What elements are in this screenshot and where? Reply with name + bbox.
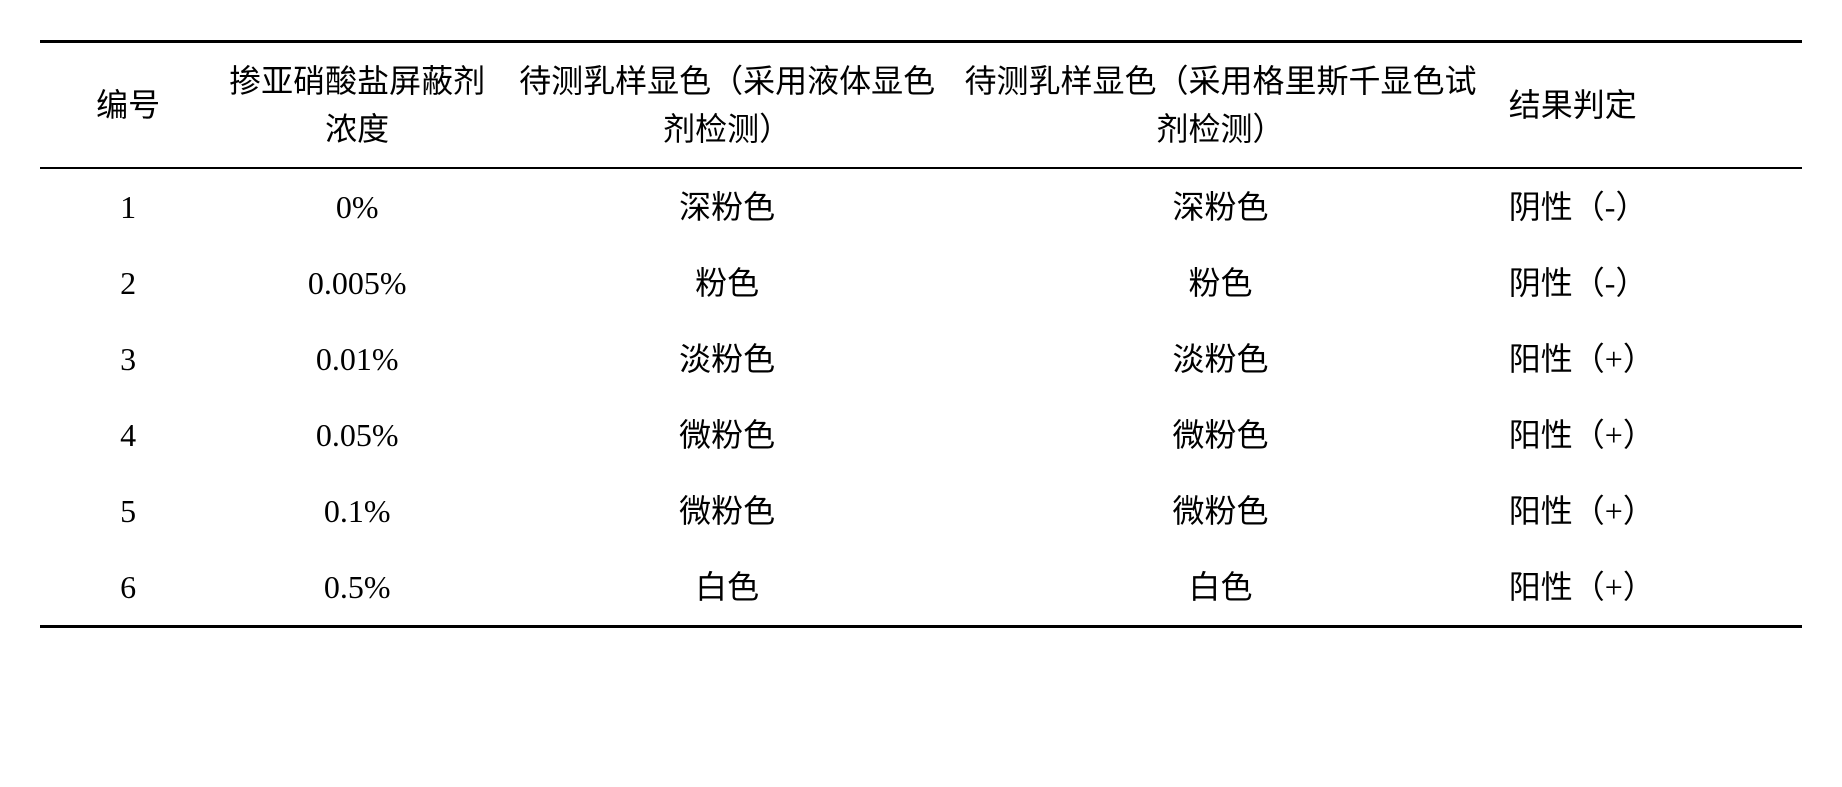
cell-id: 4 xyxy=(40,397,216,473)
cell-gries: 微粉色 xyxy=(956,397,1485,473)
results-table: 编号 掺亚硝酸盐屏蔽剂浓度 待测乳样显色（采用液体显色剂检测） 待测乳样显色（采… xyxy=(40,40,1802,628)
cell-conc: 0.005% xyxy=(216,245,498,321)
cell-liq: 深粉色 xyxy=(498,168,956,245)
table-row: 5 0.1% 微粉色 微粉色 阳性（+） xyxy=(40,473,1802,549)
cell-liq: 粉色 xyxy=(498,245,956,321)
cell-conc: 0% xyxy=(216,168,498,245)
cell-conc: 0.01% xyxy=(216,321,498,397)
table-row: 4 0.05% 微粉色 微粉色 阳性（+） xyxy=(40,397,1802,473)
header-liq: 待测乳样显色（采用液体显色剂检测） xyxy=(498,42,956,169)
table-row: 3 0.01% 淡粉色 淡粉色 阳性（+） xyxy=(40,321,1802,397)
cell-liq: 淡粉色 xyxy=(498,321,956,397)
cell-gries: 微粉色 xyxy=(956,473,1485,549)
cell-conc: 0.05% xyxy=(216,397,498,473)
header-gries: 待测乳样显色（采用格里斯千显色试剂检测） xyxy=(956,42,1485,169)
cell-id: 3 xyxy=(40,321,216,397)
cell-gries: 白色 xyxy=(956,549,1485,627)
cell-result: 阴性（-） xyxy=(1485,245,1802,321)
cell-result: 阴性（-） xyxy=(1485,168,1802,245)
cell-result: 阳性（+） xyxy=(1485,473,1802,549)
cell-liq: 微粉色 xyxy=(498,473,956,549)
cell-liq: 微粉色 xyxy=(498,397,956,473)
cell-conc: 0.1% xyxy=(216,473,498,549)
cell-gries: 淡粉色 xyxy=(956,321,1485,397)
header-id: 编号 xyxy=(40,42,216,169)
cell-id: 6 xyxy=(40,549,216,627)
table-row: 6 0.5% 白色 白色 阳性（+） xyxy=(40,549,1802,627)
header-result: 结果判定 xyxy=(1485,42,1802,169)
cell-result: 阳性（+） xyxy=(1485,549,1802,627)
cell-id: 5 xyxy=(40,473,216,549)
table-header-row: 编号 掺亚硝酸盐屏蔽剂浓度 待测乳样显色（采用液体显色剂检测） 待测乳样显色（采… xyxy=(40,42,1802,169)
cell-gries: 粉色 xyxy=(956,245,1485,321)
cell-id: 1 xyxy=(40,168,216,245)
table-row: 1 0% 深粉色 深粉色 阴性（-） xyxy=(40,168,1802,245)
header-conc: 掺亚硝酸盐屏蔽剂浓度 xyxy=(216,42,498,169)
table-row: 2 0.005% 粉色 粉色 阴性（-） xyxy=(40,245,1802,321)
cell-gries: 深粉色 xyxy=(956,168,1485,245)
cell-liq: 白色 xyxy=(498,549,956,627)
cell-result: 阳性（+） xyxy=(1485,321,1802,397)
cell-id: 2 xyxy=(40,245,216,321)
cell-conc: 0.5% xyxy=(216,549,498,627)
cell-result: 阳性（+） xyxy=(1485,397,1802,473)
